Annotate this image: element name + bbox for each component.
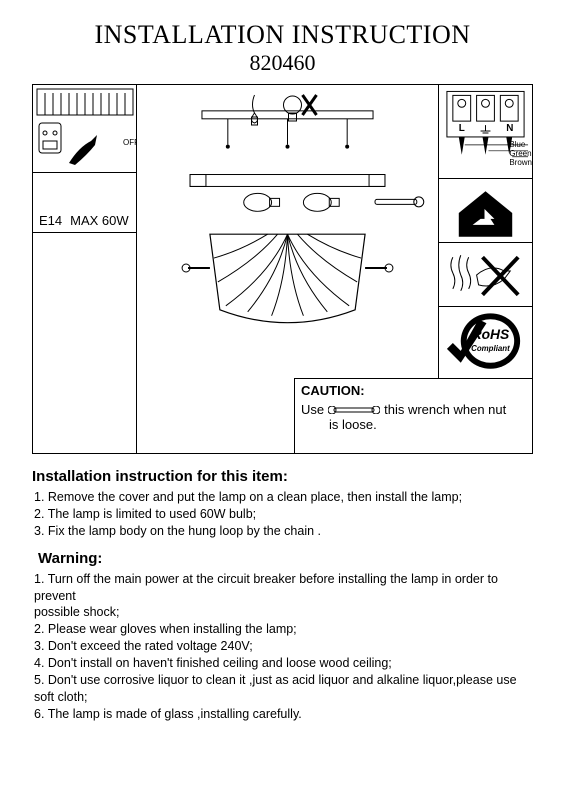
terminal-wiring-diagram: L N Blue Green Brown — [439, 85, 532, 179]
page: INSTALLATION INSTRUCTION 820460 — [0, 0, 565, 741]
left-column: OFF E14 MAX 60W — [33, 85, 137, 453]
install-item: Remove the cover and put the lamp on a c… — [34, 489, 533, 506]
install-head: Installation instruction for this item: — [32, 468, 533, 485]
warning-item: The lamp is made of glass ,installing ca… — [34, 706, 533, 723]
svg-text:OFF: OFF — [123, 138, 137, 147]
caution-title: CAUTION: — [301, 383, 526, 398]
rohs-compliant-icon: RoHS Compliant — [439, 307, 532, 379]
caution-box: CAUTION: Use this wrench when nut is loo… — [294, 378, 532, 453]
warning-item: Please wear gloves when installing the l… — [34, 621, 533, 638]
wire-color-brown: Brown — [509, 159, 532, 168]
warning-item: Don't use corrosive liquor to clean it ,… — [34, 672, 533, 706]
warning-item: Turn off the main power at the circuit b… — [34, 571, 533, 622]
title-block: INSTALLATION INSTRUCTION 820460 — [32, 20, 533, 76]
install-item: Fix the lamp body on the hung loop by th… — [34, 523, 533, 540]
title-model: 820460 — [32, 50, 533, 76]
caution-prefix: Use — [301, 402, 324, 417]
warning-list: Turn off the main power at the circuit b… — [32, 571, 533, 723]
wrench-icon — [328, 406, 380, 414]
install-item: The lamp is limited to used 60W bulb; — [34, 506, 533, 523]
warning-item: Don't exceed the rated voltage 240V; — [34, 638, 533, 655]
install-list: Remove the cover and put the lamp on a c… — [32, 489, 533, 540]
caution-line-2: is loose. — [301, 417, 526, 432]
title-main: INSTALLATION INSTRUCTION — [32, 20, 533, 50]
wattage-label: MAX 60W — [70, 213, 129, 228]
indoor-use-icon — [439, 179, 532, 243]
terminal-L-label: L — [459, 123, 465, 134]
diagram-box: OFF E14 MAX 60W — [32, 84, 533, 454]
socket-label: E14 — [39, 213, 62, 228]
terminal-N-label: N — [506, 123, 513, 134]
caution-line-1: Use this wrench when nut — [301, 402, 526, 417]
svg-text:Compliant: Compliant — [471, 344, 510, 353]
warning-item: Don't install on haven't finished ceilin… — [34, 655, 533, 672]
do-not-touch-hot-icon — [439, 243, 532, 307]
bulb-spec-diagram: E14 MAX 60W — [33, 173, 136, 233]
text-section: Installation instruction for this item: … — [32, 468, 533, 723]
caution-suffix: this wrench when nut — [384, 402, 506, 417]
warning-head: Warning: — [38, 550, 533, 567]
